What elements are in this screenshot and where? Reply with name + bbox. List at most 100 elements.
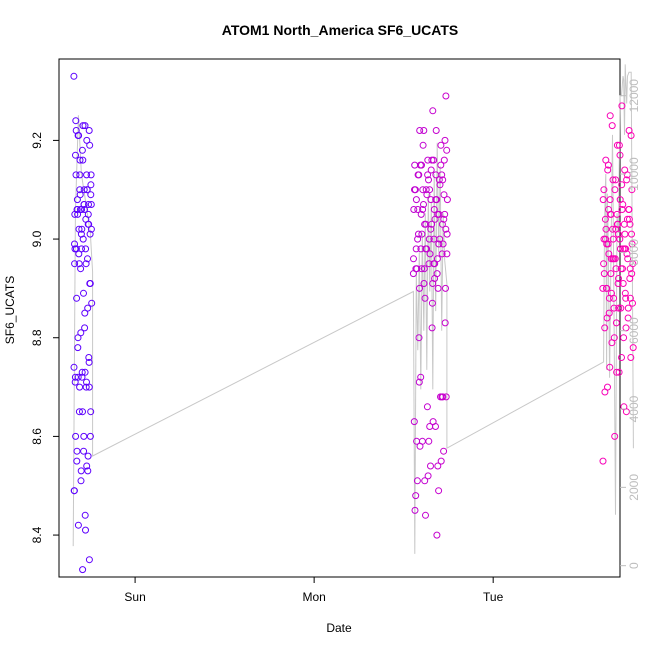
data-point xyxy=(412,492,420,500)
data-point xyxy=(599,196,607,204)
data-point xyxy=(612,176,620,184)
data-point xyxy=(625,127,633,134)
data-point xyxy=(438,220,446,228)
data-point xyxy=(410,255,417,263)
data-point xyxy=(72,117,80,125)
data-point xyxy=(612,319,620,327)
data-point xyxy=(78,146,86,154)
data-point xyxy=(411,161,419,169)
data-point xyxy=(419,141,427,149)
y-tick-label: 8.8 xyxy=(30,329,44,346)
data-point xyxy=(81,511,89,519)
data-point xyxy=(75,260,83,268)
data-point xyxy=(428,324,436,332)
data-point xyxy=(70,363,78,371)
y2-axis: 0 2000 4000 6000 8000 10000 12000 xyxy=(620,79,641,569)
data-point xyxy=(79,122,87,130)
data-point xyxy=(427,225,435,233)
data-point xyxy=(600,186,608,194)
data-point xyxy=(411,506,419,514)
data-point xyxy=(607,270,615,278)
data-point xyxy=(82,245,90,253)
data-point xyxy=(442,92,450,100)
data-point xyxy=(84,452,92,460)
data-point xyxy=(608,122,616,130)
data-point xyxy=(432,127,440,134)
data-point xyxy=(80,201,88,208)
data-point xyxy=(81,324,89,332)
data-point xyxy=(625,215,633,223)
data-point xyxy=(422,511,429,519)
data-point xyxy=(605,206,612,213)
data-point xyxy=(84,255,91,263)
data-point xyxy=(79,235,87,243)
x-axis: Sun Mon Tue xyxy=(124,576,504,604)
data-point xyxy=(73,447,81,455)
data-point xyxy=(442,284,449,292)
data-point xyxy=(606,196,614,204)
data-point xyxy=(424,156,432,164)
data-point xyxy=(418,230,426,238)
data-point xyxy=(81,206,88,213)
y-tick-label: 9.2 xyxy=(30,132,44,149)
data-point xyxy=(412,265,420,273)
data-point xyxy=(608,339,616,347)
data-point xyxy=(85,354,93,361)
data-point xyxy=(75,408,83,416)
data-point xyxy=(420,280,428,287)
data-point xyxy=(412,196,420,204)
data-point xyxy=(86,230,94,238)
data-point xyxy=(599,284,607,292)
data-point xyxy=(603,284,611,292)
data-point xyxy=(442,225,450,233)
data-point xyxy=(440,447,448,455)
data-point xyxy=(624,304,632,312)
data-point xyxy=(437,393,444,401)
data-point xyxy=(604,383,611,391)
data-point xyxy=(613,368,621,376)
data-point xyxy=(76,383,84,391)
data-point xyxy=(626,265,634,273)
data-point xyxy=(615,304,623,312)
data-point xyxy=(73,457,81,465)
data-point xyxy=(87,191,95,199)
data-point xyxy=(434,462,442,470)
data-point xyxy=(78,225,86,233)
data-point xyxy=(77,477,85,485)
data-point xyxy=(443,146,451,154)
data-point xyxy=(437,457,445,465)
data-point xyxy=(434,284,442,292)
data-point xyxy=(435,240,443,248)
y2-tick-label: 12000 xyxy=(627,79,641,113)
x-tick-label: Tue xyxy=(483,590,504,604)
data-point xyxy=(87,408,95,416)
data-point xyxy=(618,354,625,361)
data-point xyxy=(85,220,93,228)
data-point xyxy=(74,210,82,218)
data-point xyxy=(621,166,629,174)
data-point xyxy=(410,418,418,426)
data-point xyxy=(75,225,83,233)
data-point xyxy=(443,196,451,204)
data-point xyxy=(621,230,629,238)
data-point xyxy=(439,393,447,401)
data-point xyxy=(616,235,624,243)
data-point xyxy=(74,344,82,352)
data-point xyxy=(77,329,85,337)
data-point xyxy=(617,304,625,312)
data-point xyxy=(612,225,620,233)
data-point xyxy=(423,191,431,199)
data-point xyxy=(70,487,78,495)
data-point xyxy=(417,245,425,253)
data-point xyxy=(437,141,445,149)
data-point xyxy=(73,294,81,302)
data-point xyxy=(88,299,96,307)
data-point xyxy=(80,432,88,440)
data-point xyxy=(616,196,624,204)
data-point xyxy=(72,151,79,159)
data-point xyxy=(76,186,84,194)
data-point xyxy=(607,255,615,263)
data-point xyxy=(87,201,95,208)
data-point xyxy=(77,467,85,475)
